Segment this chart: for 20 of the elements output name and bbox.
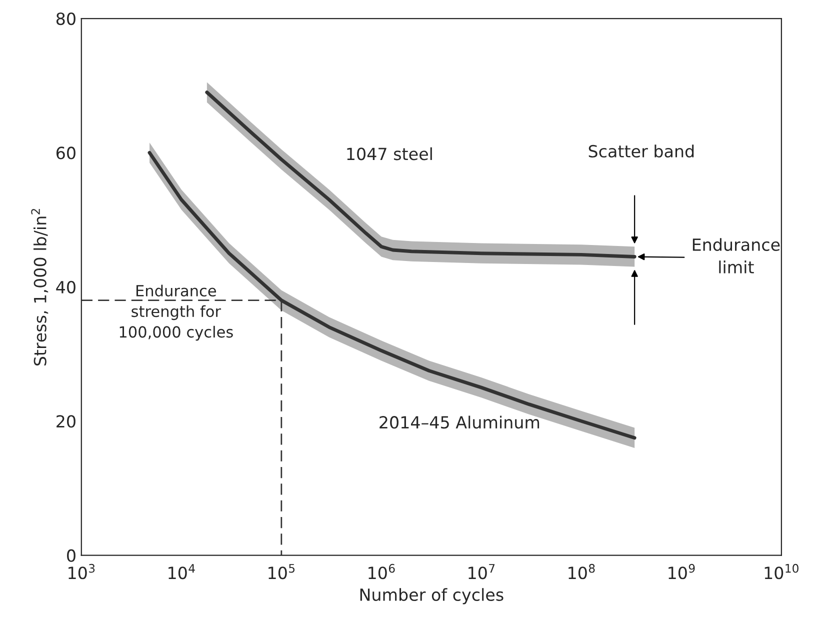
y-tick-label: 60 (56, 146, 76, 160)
x-tick-label: 10$^{5}$ (268, 564, 295, 580)
annotation: Endurance limit (692, 238, 780, 274)
y-tick-label: 80 (56, 12, 76, 26)
annotation: Endurance strength for 100,000 cycles (120, 284, 233, 341)
annotation: 2014–45 Aluminum (380, 416, 540, 429)
annotation: 1047 steel (347, 147, 432, 160)
x-tick-label: 10$^{8}$ (568, 564, 595, 580)
y-axis-title: Stress, 1,000 lb/in$^{2}$ (31, 208, 48, 366)
x-tick-label: 10$^{9}$ (668, 564, 695, 580)
x-axis-title: Number of cycles (360, 588, 504, 604)
x-tick-label: 10$^{3}$ (68, 564, 95, 580)
x-tick-label: 10$^{10}$ (764, 564, 798, 580)
x-tick-label: 10$^{7}$ (468, 564, 495, 580)
annotation: Scatter band (588, 144, 694, 158)
x-tick-label: 10$^{4}$ (168, 564, 195, 580)
x-tick-label: 10$^{6}$ (368, 564, 395, 580)
y-tick-label: 0 (67, 549, 76, 562)
y-tick-label: 40 (56, 280, 76, 294)
y-tick-label: 20 (56, 415, 76, 428)
